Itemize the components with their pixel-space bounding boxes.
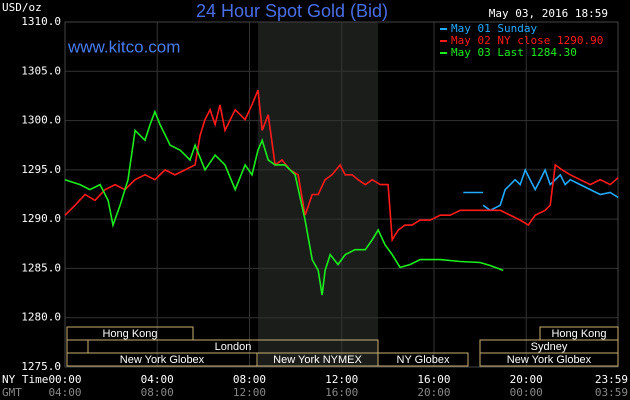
y-axis-label: USD/oz xyxy=(2,1,42,14)
y-tick-label: 1280.0 xyxy=(21,311,61,324)
chart-title: 24 Hour Spot Gold (Bid) xyxy=(196,1,388,21)
y-tick-label: 1295.0 xyxy=(21,163,61,176)
x2-tick-label: 16:00 xyxy=(325,386,358,399)
x-tick-label: 12:00 xyxy=(325,373,358,386)
x-tick-label: 08:00 xyxy=(233,373,266,386)
series-line xyxy=(64,109,504,296)
x-tick-label: 04:00 xyxy=(141,373,174,386)
legend-label: May 01 Sunday xyxy=(451,22,537,35)
timestamp: May 03, 2016 18:59 xyxy=(489,7,608,20)
y-tick-label: 1285.0 xyxy=(21,261,61,274)
x2-tick-label: 04:00 xyxy=(48,386,81,399)
y-tick-label: 1290.0 xyxy=(21,212,61,225)
session-label: London xyxy=(215,341,252,353)
x2-tick-label: 00:00 xyxy=(510,386,543,399)
x-tick-label: 16:00 xyxy=(417,373,450,386)
session-label: Hong Kong xyxy=(551,328,606,340)
x-tick-label: 23:59 xyxy=(595,373,628,386)
x2-tick-label: 20:00 xyxy=(417,386,450,399)
series-line xyxy=(463,167,619,212)
session-label: New York Globex xyxy=(120,354,205,366)
session-box xyxy=(377,352,469,367)
y-tick-label: 1305.0 xyxy=(21,64,61,77)
y-tick-label: 1275.0 xyxy=(21,360,61,373)
plot-frame xyxy=(64,21,619,368)
session-label: New York NYMEX xyxy=(273,354,362,366)
session-label: NY Globex xyxy=(397,354,450,366)
y-tick-label: 1310.0 xyxy=(21,15,61,28)
x-axis-label: NY Time xyxy=(2,373,48,386)
x-tick-label: 20:00 xyxy=(510,373,543,386)
x2-axis-label: GMT xyxy=(2,386,22,399)
session-label: Sydney xyxy=(531,341,568,353)
legend-label: May 02 NY close 1290.90 xyxy=(451,34,603,47)
x2-tick-label: 08:00 xyxy=(141,386,174,399)
x2-tick-label: 03:59 xyxy=(595,386,628,399)
x2-tick-label: 12:00 xyxy=(233,386,266,399)
session-box xyxy=(479,352,619,367)
session-label: Hong Kong xyxy=(102,328,157,340)
source: www.kitco.com xyxy=(67,37,180,56)
x-tick-label: 00:00 xyxy=(48,373,81,386)
session-label: New York Globex xyxy=(507,354,592,366)
legend-label: May 03 Last 1284.30 xyxy=(451,46,577,59)
y-tick-label: 1300.0 xyxy=(21,114,61,127)
series-line xyxy=(64,89,619,243)
